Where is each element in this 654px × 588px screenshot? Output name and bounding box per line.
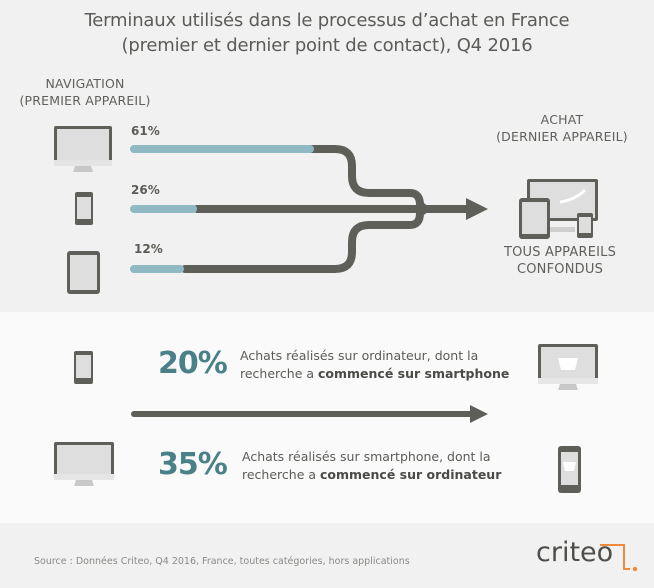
flow-line-tablet: [181, 205, 429, 273]
navigation-header-line-1: NAVIGATION: [45, 76, 125, 91]
page-title: Terminaux utilisés dans le processus d’a…: [0, 8, 654, 58]
achat-header: ACHAT (DERNIER APPAREIL): [480, 111, 644, 145]
stat-20-description: Achats réalisés sur ordinateur, dont la …: [240, 347, 509, 383]
stat-35-value: 35%: [158, 447, 228, 482]
stat-35-text-bold: commencé sur ordinateur: [320, 467, 502, 482]
desktop-icon: [54, 126, 112, 172]
achat-header-line-1: ACHAT: [540, 112, 584, 127]
criteo-logo-mark-icon: [600, 544, 638, 572]
all-devices-icon: [519, 179, 598, 239]
stat-20-text-2: recherche a: [240, 366, 318, 381]
desktop-icon: [54, 442, 114, 486]
flow-diagram: [54, 126, 598, 294]
stat-35-description: Achats réalisés sur smartphone, dont la …: [242, 448, 501, 484]
stat-35-text-1: Achats réalisés sur smartphone, dont la: [242, 449, 491, 464]
source-note: Source : Données Criteo, Q4 2016, France…: [34, 556, 410, 567]
stat-35-text-2: recherche a: [242, 467, 320, 482]
desktop-basket-icon: [538, 344, 598, 390]
tablet-icon: [67, 251, 100, 294]
smartphone-basket-icon: [558, 446, 581, 493]
stat-20-value: 20%: [158, 346, 228, 381]
destination-label: TOUS APPAREILS CONFONDUS: [490, 244, 630, 278]
navigation-header: NAVIGATION (PREMIER APPAREIL): [10, 75, 160, 109]
destination-line-1: TOUS APPAREILS: [503, 245, 617, 260]
criteo-logo: criteo: [536, 537, 614, 568]
smartphone-icon: [74, 351, 93, 384]
arrow-head-icon: [470, 405, 488, 423]
footer: [0, 523, 654, 588]
stat-20-text-1: Achats réalisés sur ordinateur, dont la: [240, 348, 479, 363]
flow-line-desktop: [306, 145, 429, 213]
crossdevice-graphics: [54, 344, 598, 493]
smartphone-icon: [75, 192, 93, 225]
achat-header-line-2: (DERNIER APPAREIL): [496, 129, 628, 144]
title-line-2: (premier et dernier point de contact), Q…: [121, 35, 533, 56]
navigation-header-line-2: (PREMIER APPAREIL): [19, 93, 151, 108]
label-desktop-pct: 61%: [131, 124, 160, 138]
label-tablet-pct: 12%: [134, 242, 163, 256]
stat-20-text-bold: commencé sur smartphone: [318, 366, 510, 381]
destination-line-2: CONFONDUS: [516, 262, 604, 277]
label-smartphone-pct: 26%: [131, 183, 160, 197]
arrow-head-icon: [466, 198, 488, 220]
title-line-1: Terminaux utilisés dans le processus d’a…: [84, 10, 570, 31]
